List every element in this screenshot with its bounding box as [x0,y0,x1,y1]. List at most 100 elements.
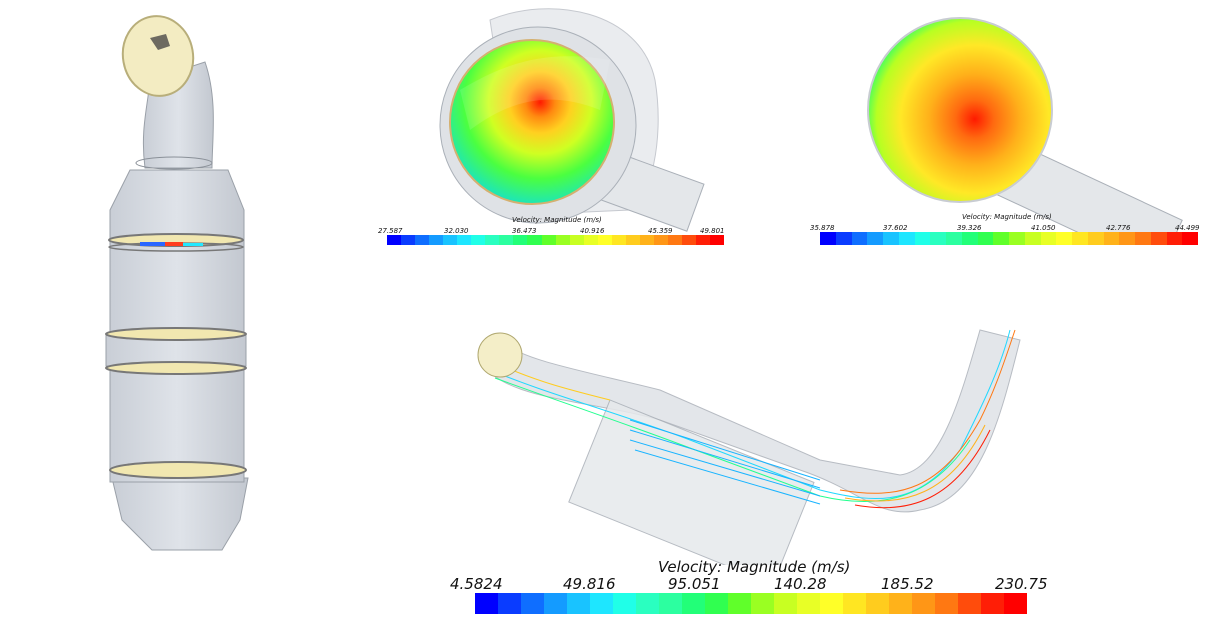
colorbar-swatch [820,593,843,614]
colorbar-swatch [728,593,751,614]
colorbar-swatch [958,593,981,614]
colorbar-swatch [625,235,640,245]
colorbar-swatch [898,232,915,245]
colorbar-swatch [555,235,570,245]
colorbar-tick: 4.5824 [450,575,503,593]
colorbar-swatch [513,235,528,245]
colorbar-swatch [527,235,542,245]
colorbar-tick: 39.326 [957,224,982,232]
colorbar-tick: 42.776 [1106,224,1131,232]
colorbar-swatch [820,232,836,245]
colorbar-tick: 49.801 [700,227,725,235]
colorbar-tick: 185.52 [881,575,934,593]
colorbar-swatch [475,593,498,614]
colorbar-swatch [867,232,883,245]
colorbar-swatch [653,235,668,245]
colorbar-swatch [946,232,962,245]
colorbar-swatch [1009,232,1025,245]
colorbar-title: Velocity: Magnitude (m/s) [658,558,851,576]
colorbar-swatch [774,593,797,614]
colorbar-swatch [751,593,774,614]
streamline-view [460,300,1040,586]
colorbar-tick: 95.051 [668,575,721,593]
colorbar-tick: 230.75 [995,575,1048,593]
colorbar-swatch [667,235,682,245]
colorbar-tick: 49.816 [563,575,616,593]
colorbar-swatch [1004,593,1027,614]
colorbar-swatch [993,232,1009,245]
colorbar-swatch [930,232,946,245]
colorbar-swatch [889,593,912,614]
colorbar-swatch [611,235,626,245]
colorbar-tick: 35.878 [810,224,835,232]
colorbar-gradient [820,232,1198,245]
colorbar-swatch [1056,232,1072,245]
colorbar-tick: 41.050 [1031,224,1056,232]
colorbar-title: Velocity: Magnitude (m/s) [512,216,602,224]
colorbar-tick: 44.499 [1175,224,1200,232]
colorbar-swatch [705,593,728,614]
colorbar-swatch [401,235,416,245]
colorbar-swatch [843,593,866,614]
colorbar-swatch [636,593,659,614]
colorbar-swatch [682,593,705,614]
colorbar-swatch [1135,232,1151,245]
colorbar-swatch [590,593,613,614]
colorbar-swatch [1087,232,1104,245]
colorbar-swatch [613,593,636,614]
converter-side-view [0,0,300,629]
colorbar-tick: 45.359 [648,227,673,235]
colorbar-swatch [429,235,444,245]
colorbar-tick: 37.602 [883,224,908,232]
colorbar-swatch [457,235,472,245]
colorbar-swatch [544,593,567,614]
colorbar-swatch [1166,232,1183,245]
outlet-cross-section-view [860,10,1200,271]
colorbar-gradient [475,593,1027,614]
colorbar-tick: 140.28 [774,575,827,593]
colorbar-swatch [569,235,584,245]
colorbar-swatch [981,593,1004,614]
colorbar-swatch [498,593,521,614]
colorbar-swatch [541,235,556,245]
colorbar-swatch [1150,232,1167,245]
colorbar-gradient [387,235,725,245]
inlet-cross-section-view [420,0,740,240]
colorbar-swatch [1040,232,1057,245]
colorbar-swatch [681,235,697,245]
colorbar-swatch [883,232,899,245]
colorbar-swatch [1072,232,1088,245]
colorbar-tick: 40.916 [580,227,605,235]
colorbar-swatch [583,235,598,245]
colorbar-swatch [597,235,612,245]
colorbar-swatch [835,232,852,245]
colorbar-swatch [1103,232,1120,245]
colorbar-swatch [1024,232,1041,245]
colorbar-swatch [639,235,654,245]
colorbar-swatch [387,235,402,245]
colorbar-swatch [914,232,931,245]
colorbar-swatch [471,235,486,245]
colorbar-swatch [1182,232,1198,245]
colorbar-tick: 27.587 [378,227,403,235]
colorbar-swatch [443,235,458,245]
colorbar-swatch [866,593,889,614]
colorbar-title: Velocity: Magnitude (m/s) [962,213,1052,221]
colorbar-swatch [567,593,590,614]
colorbar-swatch [851,232,868,245]
colorbar-swatch [485,235,500,245]
colorbar-swatch [797,593,820,614]
colorbar-swatch [415,235,430,245]
colorbar-tick: 32.030 [444,227,469,235]
colorbar-swatch [961,232,978,245]
colorbar-swatch [696,235,711,245]
colorbar-tick: 36.473 [512,227,537,235]
colorbar-swatch [499,235,514,245]
colorbar-swatch [935,593,958,614]
colorbar-swatch [977,232,994,245]
colorbar-swatch [1119,232,1135,245]
colorbar-swatch [659,593,682,614]
colorbar-swatch [912,593,935,614]
colorbar-swatch [710,235,725,245]
colorbar-swatch [521,593,544,614]
